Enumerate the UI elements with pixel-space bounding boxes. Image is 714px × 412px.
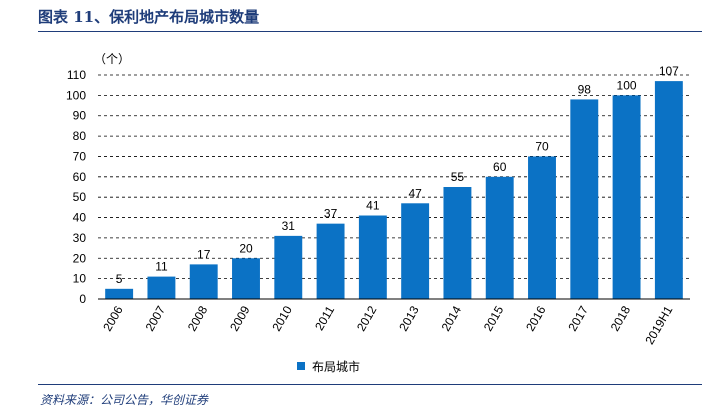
title-divider xyxy=(38,31,702,32)
data-label: 37 xyxy=(324,207,338,221)
bar xyxy=(274,235,303,299)
x-tick-label: 2015 xyxy=(481,303,507,333)
bar xyxy=(105,288,134,299)
legend-label: 布局城市 xyxy=(312,359,360,374)
data-label: 55 xyxy=(451,170,465,184)
grid-lines xyxy=(98,74,690,280)
y-axis-ticks: 0 10 20 30 40 50 60 70 80 90 100 110 xyxy=(66,68,86,306)
data-label: 20 xyxy=(239,241,253,255)
y-tick-label: 70 xyxy=(73,149,87,163)
x-tick-label: 2017 xyxy=(565,303,591,333)
x-tick-label: 2010 xyxy=(269,303,295,333)
x-tick-label: 2008 xyxy=(185,303,211,333)
data-label: 41 xyxy=(366,199,380,213)
x-tick-label: 2013 xyxy=(396,303,422,333)
x-tick-label: 2016 xyxy=(523,303,549,333)
x-axis-ticks: 2006 2007 2008 2009 2010 2011 2012 2013 2014 2015… xyxy=(100,303,675,347)
legend: 布局城市 xyxy=(297,359,360,374)
bar xyxy=(443,187,472,299)
footer-divider xyxy=(38,384,702,385)
y-tick-label: 80 xyxy=(73,129,87,143)
y-axis-unit-label: （个） xyxy=(94,52,130,66)
y-tick-label: 30 xyxy=(73,231,87,245)
data-label: 107 xyxy=(659,64,679,78)
y-tick-label: 50 xyxy=(73,190,87,204)
y-tick-label: 10 xyxy=(73,272,87,286)
x-tick-label: 2007 xyxy=(143,303,169,333)
x-tick-label: 2011 xyxy=(312,303,337,333)
bar xyxy=(528,156,556,299)
data-label: 31 xyxy=(282,219,296,233)
data-label: 11 xyxy=(155,260,168,274)
data-labels: 5 11 17 20 31 37 41 47 55 60 70 98 100 107 xyxy=(116,64,679,286)
y-tick-label: 110 xyxy=(67,68,86,82)
chart-title: 图表 11、保利地产布局城市数量 xyxy=(38,8,260,26)
data-label: 70 xyxy=(535,139,549,153)
y-tick-label: 90 xyxy=(73,109,87,123)
data-label: 60 xyxy=(493,160,507,174)
y-tick-label: 40 xyxy=(73,211,87,225)
bar xyxy=(485,176,514,299)
y-tick-label: 60 xyxy=(73,170,87,184)
x-tick-label: 2019H1 xyxy=(642,303,675,347)
x-tick-label: 2018 xyxy=(608,303,634,333)
source-note: 资料来源：公司公告，华创证券 xyxy=(40,393,209,407)
bar xyxy=(401,203,430,299)
legend-swatch xyxy=(297,362,305,370)
data-label: 47 xyxy=(408,186,422,200)
x-tick-label: 2014 xyxy=(439,303,465,333)
bar xyxy=(232,258,260,299)
bar xyxy=(316,223,345,299)
y-tick-label: 100 xyxy=(66,88,86,102)
x-tick-label: 2009 xyxy=(227,303,253,333)
bars xyxy=(105,81,683,299)
x-tick-label: 2006 xyxy=(100,303,126,333)
data-label: 17 xyxy=(197,247,211,261)
bar xyxy=(147,276,176,299)
data-label: 100 xyxy=(617,78,637,92)
data-label: 5 xyxy=(116,272,123,286)
bar xyxy=(612,95,641,299)
bar xyxy=(358,215,387,299)
bar xyxy=(654,81,683,299)
y-tick-label: 20 xyxy=(73,251,87,265)
data-label: 98 xyxy=(578,82,592,96)
x-tick-label: 2012 xyxy=(354,303,380,333)
bar xyxy=(570,99,599,299)
bar xyxy=(189,264,218,299)
y-tick-label: 0 xyxy=(79,292,86,306)
